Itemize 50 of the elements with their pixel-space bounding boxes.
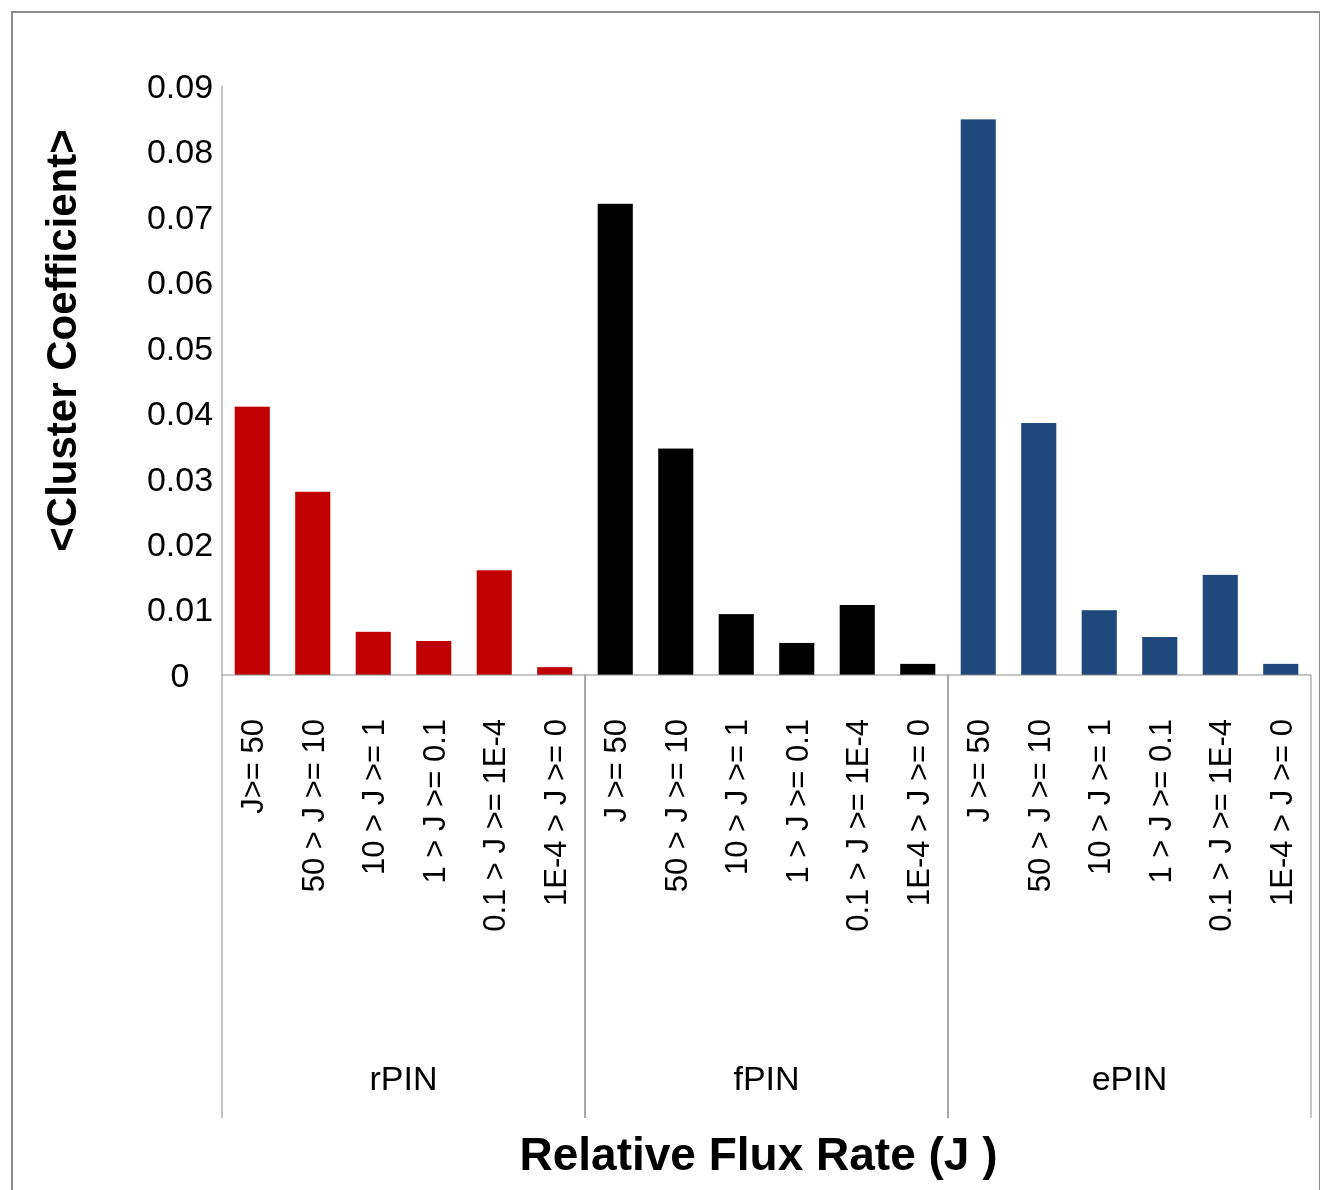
x-tick-label: J >= 50 (598, 719, 634, 823)
bar (1142, 637, 1178, 675)
y-tick-label: 0.07 (146, 197, 214, 236)
x-tick-label: J >= 50 (961, 719, 997, 823)
y-tick-label: 0.06 (146, 263, 214, 302)
y-tick-label: 0 (170, 655, 190, 694)
bar (1021, 423, 1057, 675)
bar (718, 614, 754, 675)
x-axis-title: Relative Flux Rate (J ) (519, 1128, 998, 1180)
bar (1081, 610, 1117, 675)
y-tick-label: 0.05 (146, 328, 214, 367)
bar (1263, 663, 1299, 675)
y-axis-title: <Cluster Coefficient> (38, 129, 85, 552)
text: fPIN (733, 1059, 800, 1097)
bar (960, 119, 996, 675)
bar (1202, 574, 1238, 675)
bar (779, 642, 815, 675)
x-tick-label: 1 > J >= 0.1 (416, 719, 452, 884)
bar (416, 640, 452, 675)
x-tick-label: 1E-4 > J >= 0 (1263, 719, 1299, 906)
y-tick-label: 0.02 (146, 525, 214, 564)
bar (234, 406, 270, 675)
x-tick-label: J>= 50 (235, 719, 271, 814)
x-tick-label: 0.1 > J >= 1E-4 (840, 719, 876, 932)
bar (658, 448, 694, 675)
bar (476, 570, 512, 675)
x-tick-label: 50 > J >= 10 (295, 719, 331, 893)
x-tick-label: 1E-4 > J >= 0 (537, 719, 573, 906)
bar (900, 663, 936, 675)
bar (597, 203, 633, 675)
y-tick-label: 0.04 (146, 394, 214, 433)
y-tick-label: 0.09 (146, 66, 214, 105)
x-tick-label: 50 > J >= 10 (658, 719, 694, 893)
x-tick-label: 10 > J >= 1 (356, 719, 392, 875)
y-tick-label: 0.08 (146, 132, 214, 171)
y-tick-label: 0.01 (146, 590, 214, 629)
x-tick-label: 0.1 > J >= 1E-4 (1203, 719, 1239, 932)
x-tick-label: 10 > J >= 1 (1082, 719, 1118, 875)
bar (355, 631, 391, 675)
x-tick-label: 1 > J >= 0.1 (1142, 719, 1178, 884)
bar (295, 491, 331, 675)
x-tick-label: 10 > J >= 1 (719, 719, 755, 875)
text: rPIN (369, 1059, 438, 1097)
x-tick-label: 50 > J >= 10 (1021, 719, 1057, 893)
y-tick-label: 0.03 (146, 459, 214, 498)
x-tick-label: 1 > J >= 0.1 (779, 719, 815, 884)
bar (839, 604, 875, 675)
x-tick-label: 0.1 > J >= 1E-4 (477, 719, 513, 932)
text: ePIN (1091, 1059, 1168, 1097)
x-tick-label: 1E-4 > J >= 0 (900, 719, 936, 906)
